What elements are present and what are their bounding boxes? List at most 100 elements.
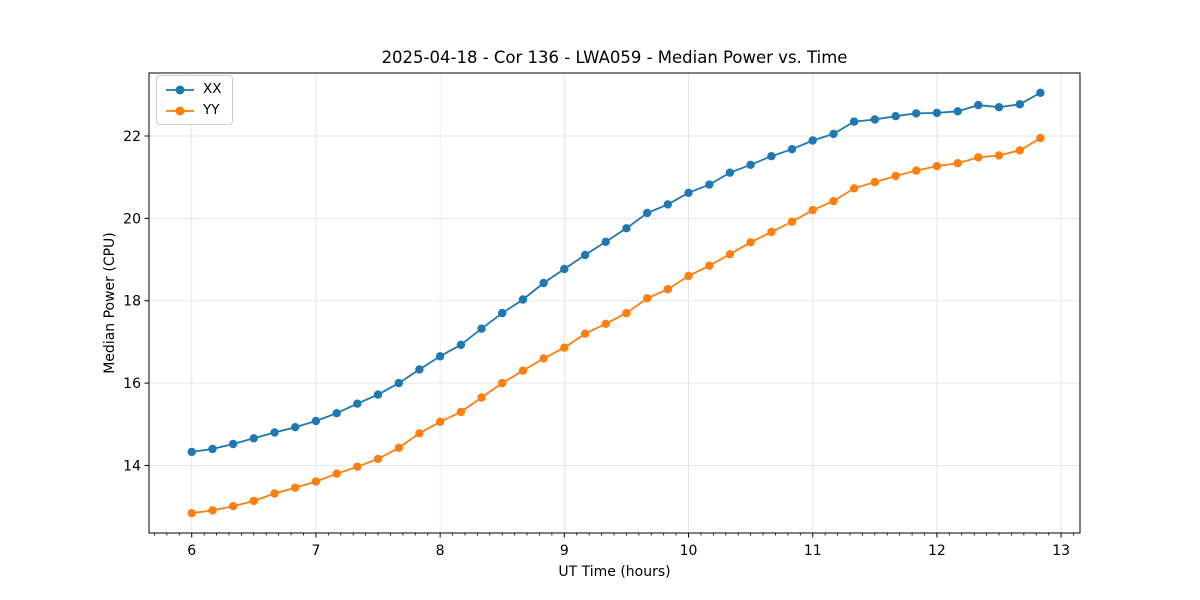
series-xx-point: [456, 340, 466, 349]
series-xx-point: [1036, 88, 1045, 98]
series-yy-point: [373, 454, 383, 464]
series-yy-point: [249, 496, 258, 506]
legend-label-yy: YY: [203, 102, 220, 118]
series-yy-point: [208, 506, 217, 515]
series-yy-point: [270, 489, 279, 498]
series-yy-point: [1036, 133, 1045, 143]
x-tick-label: 12: [928, 543, 946, 559]
series-xx-point: [187, 447, 196, 457]
series-yy-point: [705, 261, 714, 270]
series-yy-point: [228, 502, 238, 511]
chart-title: 2025-04-18 - Cor 136 - LWA059 - Median P…: [381, 48, 848, 67]
series-xx-point: [208, 444, 217, 454]
series-xx-point: [373, 390, 383, 399]
series-yy-point: [622, 308, 631, 318]
series-yy-line: [191, 137, 1041, 515]
series-xx-point: [974, 100, 983, 110]
series-xx-point: [684, 188, 693, 197]
series-yy-point: [518, 366, 528, 375]
series-yy-point: [435, 417, 445, 426]
x-tick-label: 10: [680, 543, 698, 559]
series-xx-point: [1015, 100, 1024, 109]
series-xx-point: [353, 399, 362, 408]
x-tick-label: 11: [804, 543, 822, 559]
series-yy-point: [1015, 146, 1024, 155]
y-tick-label: 14: [123, 458, 141, 474]
legend-item-xx: XX: [165, 81, 222, 98]
axes-spines: [148, 72, 1081, 534]
series-yy-point: [353, 462, 362, 471]
series-xx-point: [891, 112, 900, 121]
series-yy-point: [456, 407, 466, 417]
series-yy-point: [643, 294, 652, 303]
x-axis-label: UT Time (hours): [558, 564, 671, 580]
series-xx-point: [663, 200, 672, 209]
series-yy-point: [498, 378, 507, 388]
series-xx-point: [705, 180, 714, 189]
series-yy-point: [663, 285, 672, 294]
series-xx-point: [477, 324, 486, 333]
series-yy-point: [725, 250, 735, 259]
series-yy-point: [829, 196, 838, 206]
series-yy-point: [849, 184, 859, 193]
series-xx-line: [191, 92, 1041, 453]
x-tick-label: 7: [311, 543, 320, 559]
series-xx-point: [518, 295, 528, 304]
x-tick-label: 9: [560, 543, 569, 559]
legend-line-marker-icon: [166, 106, 194, 115]
series-yy-point: [187, 509, 196, 518]
series-yy-point: [932, 161, 942, 171]
series-yy-point: [808, 205, 817, 215]
series-xx-point: [249, 434, 258, 443]
y-tick-label: 20: [123, 211, 141, 227]
series-yy-point: [891, 171, 900, 181]
series-yy-point: [291, 483, 300, 492]
series-yy-point: [539, 354, 548, 363]
series-yy-point: [912, 166, 921, 175]
series-yy-point: [787, 217, 797, 226]
series-yy-point: [684, 271, 693, 281]
series-xx-point: [643, 208, 652, 218]
series-yy-point: [415, 429, 424, 438]
series-xx-point: [829, 129, 838, 139]
series-yy-point: [767, 227, 776, 237]
series-xx-point: [539, 278, 548, 288]
series-xx-point: [270, 428, 279, 437]
series-xx-point: [435, 352, 445, 361]
legend-item-yy: YY: [165, 102, 222, 119]
legend: XX YY: [156, 75, 233, 125]
x-tick-label: 8: [436, 543, 445, 559]
series-xx-point: [994, 103, 1004, 112]
legend-label-xx: XX: [203, 81, 222, 97]
x-tick-label: 6: [187, 543, 196, 559]
series-yy-point: [974, 153, 983, 162]
series-yy-point: [601, 319, 610, 328]
series-xx-point: [394, 378, 403, 388]
series-xx-point: [311, 416, 321, 426]
series-xx-point: [332, 409, 341, 418]
series-xx-point: [580, 250, 590, 260]
series-yy-point: [332, 469, 341, 478]
series-yy-point: [560, 343, 569, 352]
series-xx-point: [725, 168, 735, 177]
legend-line-marker-icon: [166, 85, 194, 94]
series-xx-point: [870, 115, 879, 124]
series-xx-point: [808, 136, 817, 145]
y-axis-label: Median Power (CPU): [102, 232, 118, 374]
series-xx-point: [560, 264, 569, 274]
series-xx-point: [849, 117, 859, 126]
series-xx-point: [415, 365, 424, 374]
series-yy-point: [994, 151, 1004, 160]
series-xx-point: [746, 160, 755, 169]
y-tick-label: 18: [123, 294, 141, 310]
series-yy-point: [477, 393, 486, 402]
series-xx-point: [912, 109, 921, 118]
series-yy-point: [311, 477, 321, 486]
series-xx-point: [622, 224, 631, 233]
series-yy-point: [870, 177, 879, 187]
series-yy-point: [580, 329, 590, 338]
series-xx-point: [601, 237, 610, 246]
series-xx-point: [932, 108, 942, 118]
